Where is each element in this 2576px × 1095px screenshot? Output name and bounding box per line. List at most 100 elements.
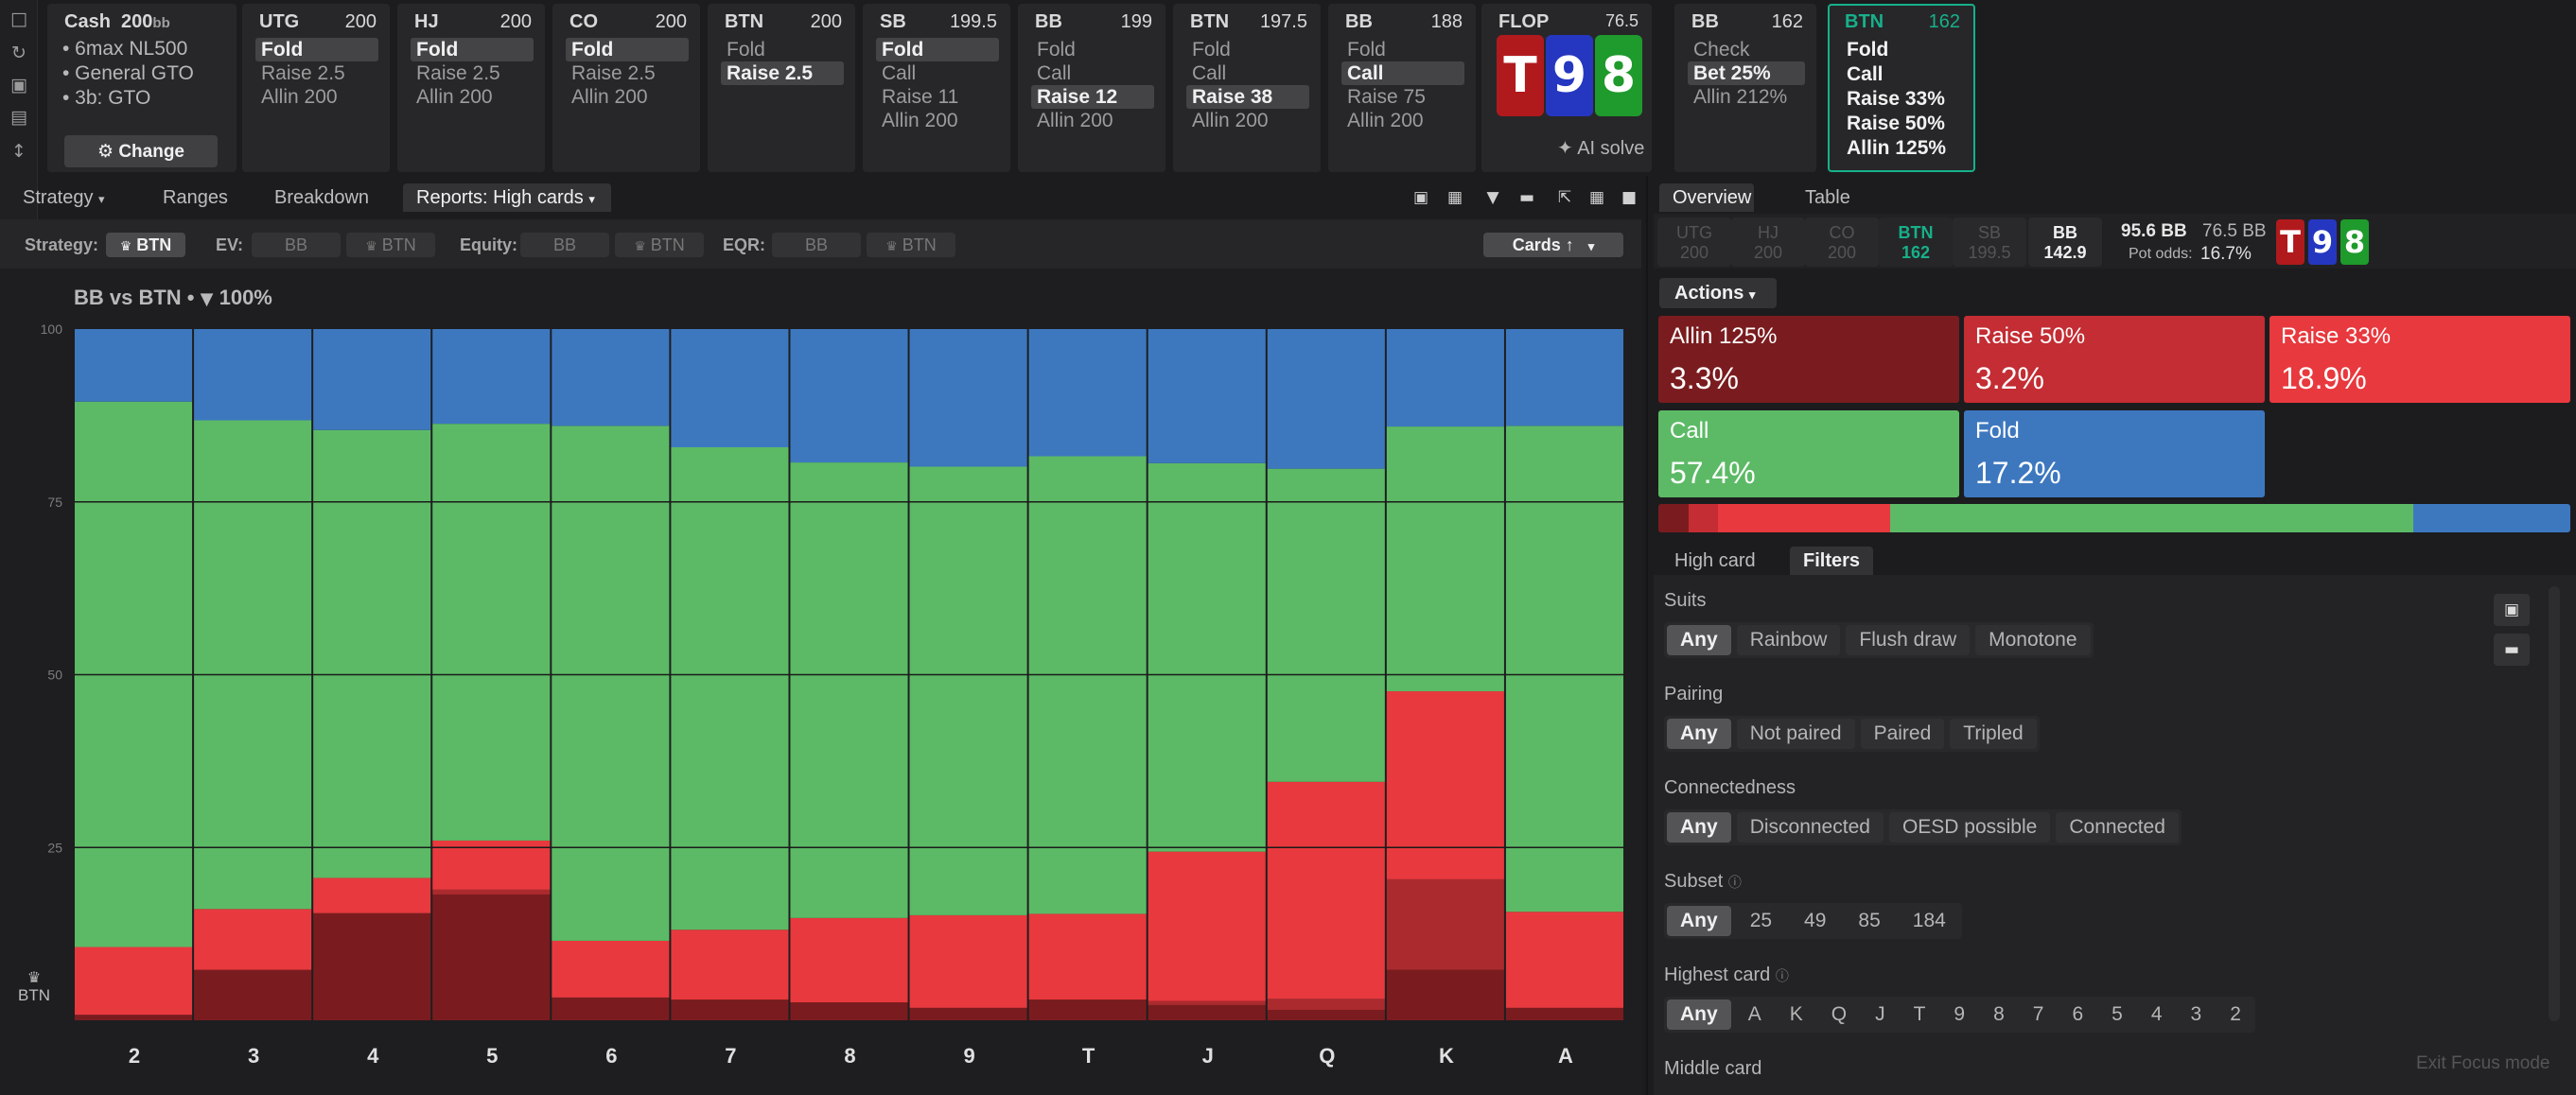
action-option[interactable]: Fold	[1347, 39, 1386, 61]
action-option[interactable]: Raise 12	[1031, 85, 1154, 109]
bar-segment[interactable]	[1148, 851, 1266, 1001]
bar-segment[interactable]	[1267, 781, 1385, 999]
strategy-btn-pill[interactable]: ♛ BTN	[106, 233, 185, 257]
exit-focus-mode[interactable]: Exit Focus mode	[2416, 1053, 2550, 1073]
chip-highest-card[interactable]: J	[1875, 1003, 1885, 1025]
bar-segment[interactable]	[1028, 329, 1147, 457]
bar-segment[interactable]	[313, 429, 431, 878]
action-option[interactable]: Allin 125%	[1847, 137, 1947, 159]
action-option[interactable]: Fold	[1192, 39, 1231, 61]
action-tile-raise50[interactable]: Raise 50% 3.2%	[1964, 316, 2265, 403]
tab-ranges[interactable]: Ranges	[163, 187, 228, 208]
action-option[interactable]: Raise 38	[1186, 85, 1309, 109]
bar-segment[interactable]	[1386, 329, 1504, 427]
square-icon[interactable]: ■	[1621, 188, 1638, 207]
bar-segment[interactable]	[313, 878, 431, 913]
bar-segment[interactable]	[790, 329, 908, 463]
chip-highest-card[interactable]: 6	[2072, 1003, 2084, 1025]
bar-segment[interactable]	[432, 840, 551, 890]
bar-segment[interactable]	[1148, 462, 1266, 852]
bar-segment[interactable]	[1267, 999, 1385, 1011]
action-option[interactable]: Raise 11	[882, 86, 959, 108]
bar-segment[interactable]	[432, 329, 551, 425]
chip-highest-card[interactable]: Any	[1667, 999, 1731, 1030]
bar-segment[interactable]	[909, 466, 1027, 915]
chip-highest-card[interactable]: 4	[2150, 1003, 2163, 1025]
ev-bb-pill[interactable]: BB	[252, 233, 341, 257]
bar-segment[interactable]	[1267, 468, 1385, 782]
chip-highest-card[interactable]: 9	[1954, 1003, 1966, 1025]
action-option[interactable]: Allin 200	[416, 86, 493, 108]
action-option[interactable]: Raise 2.5	[416, 62, 500, 84]
tab-high-card[interactable]: High card	[1674, 550, 1756, 571]
action-option[interactable]: Allin 200	[882, 110, 958, 131]
bar-segment[interactable]	[909, 329, 1027, 467]
chip-highest-card[interactable]: Q	[1831, 1003, 1848, 1025]
chip-pairing-tripled[interactable]: Tripled	[1950, 719, 2037, 749]
change-button[interactable]: ⚙ Change	[64, 135, 218, 167]
bar-segment[interactable]	[194, 909, 312, 970]
actions-dropdown[interactable]: Actions ▾	[1659, 278, 1777, 308]
action-option[interactable]: Raise 2.5	[571, 62, 656, 84]
chip-connect-any[interactable]: Any	[1667, 812, 1731, 843]
action-tile-fold[interactable]: Fold 17.2%	[1964, 410, 2265, 497]
bar-segment[interactable]	[1386, 426, 1504, 692]
tab-breakdown[interactable]: Breakdown	[274, 187, 370, 208]
chip-subset-85[interactable]: 85	[1858, 910, 1881, 931]
action-option[interactable]: Fold	[255, 38, 378, 61]
action-option[interactable]: Fold	[1847, 39, 1889, 61]
bar-segment[interactable]	[75, 329, 193, 402]
bar-segment[interactable]	[194, 420, 312, 910]
bar-segment[interactable]	[1505, 1007, 1623, 1020]
bar-segment[interactable]	[1148, 1004, 1266, 1020]
bar-segment[interactable]	[432, 424, 551, 841]
bar-segment[interactable]	[1028, 456, 1147, 914]
bar-segment[interactable]	[75, 947, 193, 1016]
bar-segment[interactable]	[1386, 691, 1504, 879]
action-option[interactable]: Raise 2.5	[261, 62, 345, 84]
bar-segment[interactable]	[671, 999, 789, 1020]
bookmark-icon[interactable]: □	[10, 9, 27, 29]
chip-connect-oesd[interactable]: OESD possible	[1888, 812, 2051, 843]
chip-subset-25[interactable]: 25	[1749, 910, 1773, 931]
bar-segment[interactable]	[552, 940, 670, 998]
seat-hj[interactable]: HJ 200	[1731, 217, 1805, 267]
action-option[interactable]: Fold	[411, 38, 534, 61]
tab-filters[interactable]: Filters	[1790, 547, 1874, 575]
ev-btn-pill[interactable]: ♛ BTN	[346, 233, 435, 257]
tab-strategy[interactable]: Strategy ▾	[23, 183, 105, 212]
bar-segment[interactable]	[1148, 1000, 1266, 1005]
save-icon[interactable]: ▣	[2494, 594, 2530, 626]
bar-segment[interactable]	[1505, 329, 1623, 426]
bar-chart-icon[interactable]: ▦	[1446, 188, 1463, 207]
ai-solve-button[interactable]: ✦ AI solve	[1557, 136, 1644, 160]
action-option[interactable]: Allin 200	[1347, 110, 1424, 131]
chip-pairing-not-paired[interactable]: Not paired	[1736, 719, 1855, 749]
action-option[interactable]: Call	[1192, 62, 1227, 84]
chip-highest-card[interactable]: K	[1789, 1003, 1803, 1025]
grid-icon[interactable]: ▦	[1588, 188, 1605, 207]
chip-subset-49[interactable]: 49	[1804, 910, 1827, 931]
action-option[interactable]: Raise 2.5	[721, 61, 844, 85]
action-option[interactable]: Fold	[1037, 39, 1076, 61]
bar-segment[interactable]	[1028, 999, 1147, 1020]
chip-highest-card[interactable]: T	[1913, 1003, 1926, 1025]
shrink-icon[interactable]: ⇱	[1557, 188, 1572, 207]
chip-pairing-paired[interactable]: Paired	[1860, 719, 1945, 749]
action-option[interactable]: Fold	[566, 38, 689, 61]
action-option[interactable]: Bet 25%	[1688, 61, 1805, 85]
bar-segment[interactable]	[552, 329, 670, 426]
action-option[interactable]: Fold	[876, 38, 999, 61]
tab-overview[interactable]: Overview	[1659, 183, 1754, 212]
equity-bb-pill[interactable]: BB	[520, 233, 609, 257]
action-option[interactable]: Check	[1693, 39, 1750, 61]
bar-segment[interactable]	[1386, 969, 1504, 1020]
action-tile-allin[interactable]: Allin 125% 3.3%	[1658, 316, 1959, 403]
chip-subset-any[interactable]: Any	[1667, 906, 1731, 936]
bar-segment[interactable]	[790, 462, 908, 918]
scrollbar[interactable]	[2549, 586, 2560, 1021]
action-option[interactable]: Allin 200	[1192, 110, 1269, 131]
folder-icon[interactable]: ▬	[1518, 188, 1535, 207]
chip-suits-rainbow[interactable]: Rainbow	[1736, 625, 1841, 655]
bar-segment[interactable]	[552, 997, 670, 1020]
